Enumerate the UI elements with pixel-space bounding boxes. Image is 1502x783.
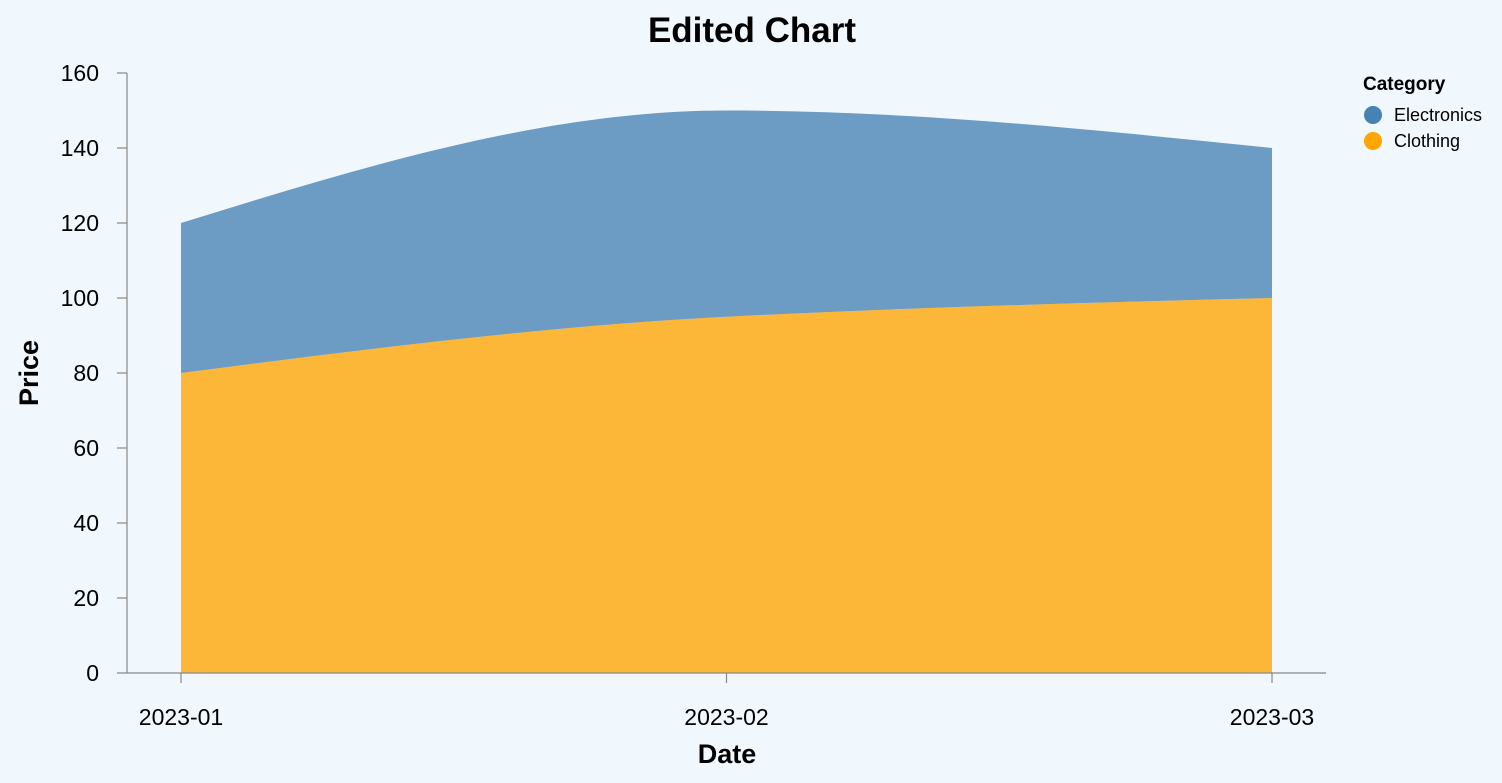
- y-tick-label: 120: [61, 210, 99, 236]
- x-tick-label: 2023-01: [139, 704, 223, 730]
- legend-swatch-electronics: [1364, 106, 1382, 124]
- x-tick-label: 2023-02: [684, 704, 768, 730]
- y-tick-label: 100: [61, 285, 99, 311]
- series-areas: [181, 110, 1272, 673]
- y-axis: 0 20 40 60 80 100 120 140 160: [61, 60, 128, 686]
- chart-title: Edited Chart: [648, 11, 856, 50]
- y-tick-label: 140: [61, 135, 99, 161]
- area-clothing: [181, 298, 1272, 673]
- x-axis: 2023-01 2023-02 2023-03: [127, 672, 1326, 730]
- legend-title: Category: [1363, 74, 1446, 95]
- y-tick-label: 60: [73, 435, 99, 461]
- area-electronics: [181, 110, 1272, 373]
- legend-swatch-clothing: [1364, 132, 1382, 150]
- y-tick-label: 80: [73, 360, 99, 386]
- legend: Category Electronics Clothing: [1363, 74, 1482, 151]
- x-axis-title: Date: [698, 739, 757, 769]
- legend-label-clothing: Clothing: [1394, 131, 1460, 151]
- x-tick-label: 2023-03: [1230, 704, 1314, 730]
- y-tick-label: 40: [73, 510, 99, 536]
- y-tick-label: 0: [86, 660, 99, 686]
- legend-label-electronics: Electronics: [1394, 105, 1482, 125]
- y-axis-title: Price: [14, 340, 44, 406]
- y-tick-label: 160: [61, 60, 99, 86]
- y-tick-label: 20: [73, 585, 99, 611]
